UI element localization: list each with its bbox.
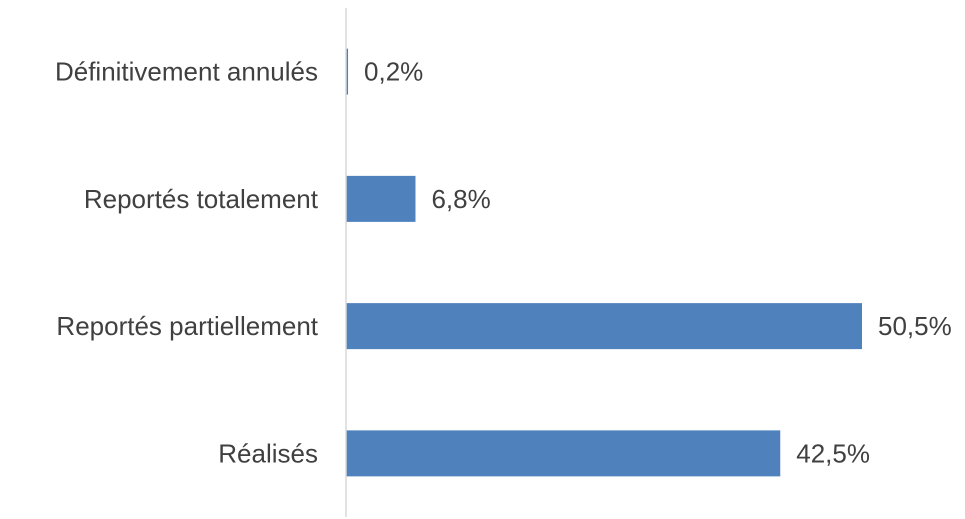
value-label-2: 50,5% (878, 311, 952, 341)
category-label-1: Reportés totalement (84, 184, 319, 214)
value-label-0: 0,2% (364, 57, 423, 87)
bar-3 (346, 430, 781, 477)
category-label-0: Définitivement annulés (55, 57, 318, 87)
bar-0 (346, 48, 349, 95)
bar-1 (346, 175, 416, 222)
category-label-3: Réalisés (218, 438, 318, 468)
bar-2 (346, 303, 862, 350)
bars-group (346, 48, 862, 477)
category-label-2: Reportés partiellement (56, 311, 318, 341)
value-label-3: 42,5% (796, 438, 870, 468)
category-labels-group: Définitivement annulés Reportés totalemen… (55, 57, 319, 469)
value-label-1: 6,8% (431, 184, 490, 214)
value-labels-group: 0,2% 6,8% 50,5% 42,5% (364, 57, 952, 469)
